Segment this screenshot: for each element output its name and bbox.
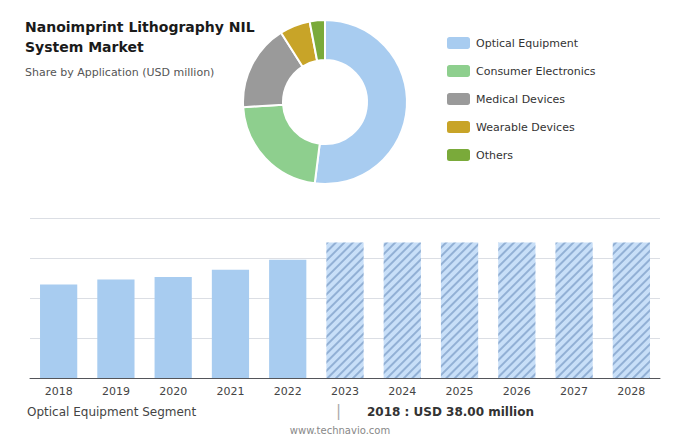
svg-text:2020: 2020	[159, 385, 187, 398]
svg-text:Wearable Devices: Wearable Devices	[476, 121, 575, 134]
svg-text:2019: 2019	[102, 385, 130, 398]
svg-text:Medical Devices: Medical Devices	[476, 93, 565, 106]
svg-text:2024: 2024	[388, 385, 416, 398]
svg-text:Optical Equipment Segment: Optical Equipment Segment	[27, 405, 196, 419]
svg-text:2022: 2022	[274, 385, 302, 398]
svg-text:2018: 2018	[45, 385, 73, 398]
svg-text:Share by Application (USD mill: Share by Application (USD million)	[25, 66, 214, 79]
svg-text:2028: 2028	[617, 385, 645, 398]
svg-text:|: |	[336, 402, 341, 420]
svg-text:2018 : USD 38.00 million: 2018 : USD 38.00 million	[367, 405, 534, 419]
svg-text:www.technavio.com: www.technavio.com	[290, 425, 390, 436]
svg-text:2021: 2021	[216, 385, 244, 398]
svg-text:2027: 2027	[560, 385, 588, 398]
svg-text:2026: 2026	[503, 385, 531, 398]
svg-text:Others: Others	[476, 149, 513, 162]
svg-text:System Market: System Market	[25, 39, 144, 55]
svg-text:2023: 2023	[331, 385, 359, 398]
svg-text:Optical Equipment: Optical Equipment	[476, 37, 579, 50]
svg-text:2025: 2025	[446, 385, 474, 398]
svg-text:Nanoimprint Lithography NIL: Nanoimprint Lithography NIL	[25, 19, 255, 35]
svg-text:Consumer Electronics: Consumer Electronics	[476, 65, 596, 78]
